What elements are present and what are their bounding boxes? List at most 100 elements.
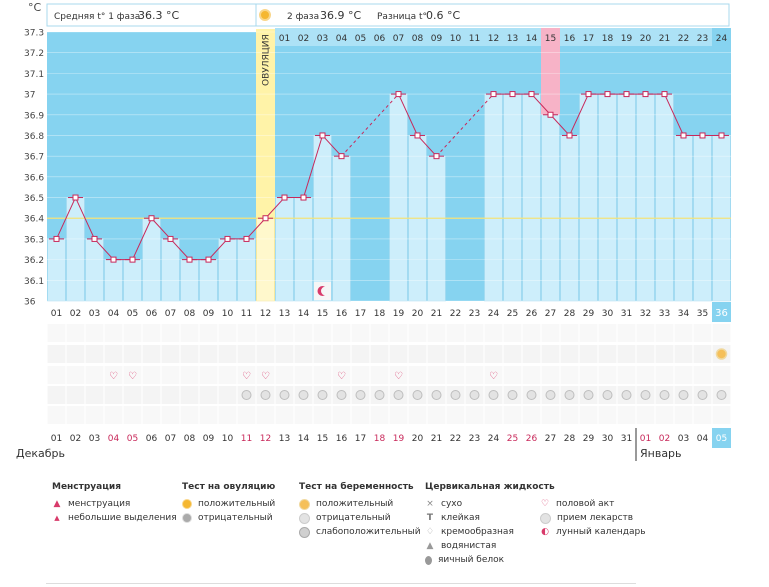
pregnancy-weak-icon xyxy=(299,526,310,538)
legend-item: менструация xyxy=(68,499,131,509)
heart-icon: ♡ xyxy=(128,371,137,382)
temperature-point xyxy=(205,256,212,263)
cycle-day-label: 04 xyxy=(108,309,120,319)
date-label: 17 xyxy=(355,434,366,444)
phase2-day-label: 10 xyxy=(450,34,462,44)
heart-icon: ♡ xyxy=(394,371,403,382)
symptom-cell xyxy=(142,324,161,342)
temperature-point xyxy=(642,91,649,98)
symptom-cell xyxy=(389,345,408,363)
date-label: 10 xyxy=(222,434,234,444)
symptom-cell xyxy=(636,406,655,424)
current-day-cell xyxy=(712,28,731,46)
date-label: 20 xyxy=(412,434,424,444)
symptom-cell xyxy=(655,324,674,342)
cycle-day-label: 32 xyxy=(640,309,651,319)
date-label: 25 xyxy=(507,434,518,444)
temperature-bar xyxy=(275,197,294,302)
symptom-cell xyxy=(313,406,332,424)
small-drop-icon: ▲ xyxy=(54,514,60,522)
date-label: 19 xyxy=(393,434,405,444)
symptom-cell xyxy=(180,386,199,404)
legend-title: Тест на беременность xyxy=(299,482,414,492)
pill-icon xyxy=(540,512,551,524)
date-label: 03 xyxy=(678,434,689,444)
symptom-cell xyxy=(617,324,636,342)
phase2-day-label: 21 xyxy=(659,34,670,44)
symptom-cell xyxy=(541,345,560,363)
temperature-point xyxy=(243,235,250,242)
pregnancy-positive-icon xyxy=(299,498,310,510)
symptom-cell xyxy=(522,366,541,384)
date-label: 01 xyxy=(51,434,62,444)
pill-icon xyxy=(241,390,252,400)
temperature-segment xyxy=(569,93,589,136)
symptom-cell xyxy=(598,366,617,384)
temperature-point xyxy=(129,256,136,263)
y-tick-label: 36.3 xyxy=(24,235,44,245)
phase2-day-label: 23 xyxy=(697,34,708,44)
symptom-cell xyxy=(256,324,275,342)
symptom-cell xyxy=(579,345,598,363)
date-label: 18 xyxy=(374,434,386,444)
temperature-bar xyxy=(47,238,66,302)
temperature-segment xyxy=(531,93,551,116)
symptom-cell xyxy=(522,324,541,342)
symptom-cell xyxy=(389,366,408,384)
symptom-cell xyxy=(142,386,161,404)
symptom-cell xyxy=(294,366,313,384)
symptom-cell xyxy=(142,366,161,384)
symptom-cell xyxy=(370,324,389,342)
symptom-cell xyxy=(636,366,655,384)
date-label: 22 xyxy=(450,434,461,444)
temperature-bar xyxy=(85,238,104,302)
symptom-cell xyxy=(655,406,674,424)
temperature-segment xyxy=(550,114,570,136)
date-label: 12 xyxy=(260,434,271,444)
symptom-cell xyxy=(66,406,85,424)
highlighted-day-column xyxy=(541,29,560,115)
symptom-cell xyxy=(693,406,712,424)
pill-icon xyxy=(697,390,708,400)
phase2-day-label: 20 xyxy=(640,34,652,44)
phase2-day-label: 24 xyxy=(716,34,728,44)
temperature-point xyxy=(281,194,288,201)
temperature-point xyxy=(433,153,440,160)
symptom-cell xyxy=(47,406,66,424)
symptom-cell xyxy=(199,386,218,404)
stats-header: Средняя t° 1 фаза 36.3 °C 2 фаза 36.9 °C… xyxy=(46,3,730,27)
month-label: Декабрь xyxy=(16,447,65,460)
pill-icon xyxy=(602,390,613,400)
cycle-day-label: 30 xyxy=(602,309,614,319)
symptom-cell xyxy=(598,406,617,424)
pill-icon xyxy=(564,390,575,400)
pill-icon xyxy=(393,390,404,400)
legend-item: положительный xyxy=(316,499,394,509)
temperature-bar xyxy=(161,238,180,302)
symptom-cell xyxy=(389,406,408,424)
symptom-cell xyxy=(180,406,199,424)
symptom-cell xyxy=(123,386,142,404)
temperature-point xyxy=(300,194,307,201)
temperature-segment xyxy=(170,238,190,260)
pill-icon xyxy=(659,390,670,400)
legend-item: слабоположительный xyxy=(316,527,421,537)
symptom-cell xyxy=(123,324,142,342)
symptom-cell xyxy=(199,366,218,384)
phase2-day-label: 02 xyxy=(298,34,309,44)
cycle-day-label: 27 xyxy=(545,309,556,319)
date-label: 16 xyxy=(336,434,348,444)
legend-item: лунный календарь xyxy=(556,527,646,537)
pregnancy-test-icon xyxy=(715,348,728,360)
symptom-cell xyxy=(66,386,85,404)
phase2-day-label: 04 xyxy=(336,34,348,44)
symptom-cell xyxy=(655,366,674,384)
symptom-cell xyxy=(693,345,712,363)
date-label: 23 xyxy=(469,434,480,444)
legend-other: . ♡половой акт прием лекарств ◐лунный ка… xyxy=(540,482,646,539)
symptom-cell xyxy=(484,324,503,342)
date-label: 24 xyxy=(488,434,500,444)
phase2-day-label: 22 xyxy=(678,34,689,44)
cycle-day-label: 10 xyxy=(222,309,234,319)
symptom-cell xyxy=(446,345,465,363)
